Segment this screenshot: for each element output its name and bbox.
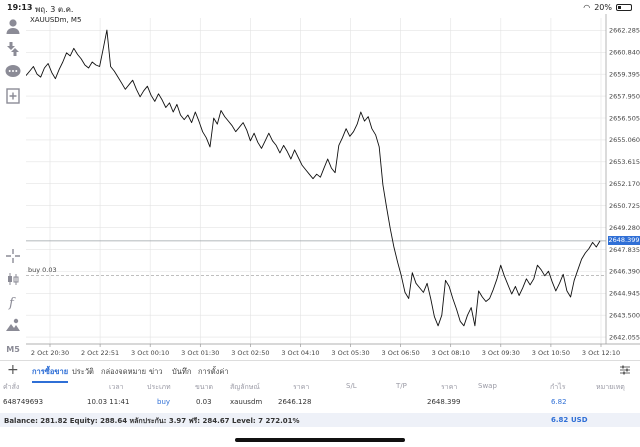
status-date: พฤ. 3 ต.ค. bbox=[35, 5, 74, 14]
position-ticket: 648749693 bbox=[3, 398, 44, 406]
toolbox-panel: + การซื้อขาย ประวัติ กล่องจดหมาย ข่าว บั… bbox=[0, 360, 640, 447]
add-button[interactable]: + bbox=[7, 362, 19, 378]
positions-header: คำสั่ง เวลา ประเภท ขนาด สัญลักษณ์ ราคา S… bbox=[0, 380, 640, 394]
wifi-icon: ◠ bbox=[583, 3, 591, 12]
x-tick-label: 3 Oct 06:50 bbox=[382, 349, 420, 357]
position-profit: 6.82 bbox=[551, 398, 567, 406]
table-row[interactable]: 648749693 10.03 11:41 buy 0.03 xauusdm 2… bbox=[0, 396, 640, 410]
home-indicator bbox=[235, 438, 405, 442]
y-tick-label: 2646.390 bbox=[609, 268, 640, 276]
position-symbol: xauusdm bbox=[230, 398, 263, 406]
position-type: buy bbox=[157, 398, 171, 406]
objects-icon[interactable] bbox=[5, 317, 21, 333]
buy-line-label: buy 0.03 bbox=[28, 266, 57, 275]
col-ticket[interactable]: คำสั่ง bbox=[3, 383, 20, 391]
y-tick-label: 2642.055 bbox=[609, 333, 640, 341]
y-tick-label: 2655.060 bbox=[609, 136, 640, 144]
status-right: ◠ 20% bbox=[583, 3, 632, 12]
user-icon[interactable] bbox=[5, 18, 21, 34]
x-tick-label: 3 Oct 04:10 bbox=[281, 349, 319, 357]
col-sl[interactable]: S/L bbox=[346, 382, 357, 390]
col-volume[interactable]: ขนาด bbox=[195, 383, 214, 391]
y-tick-label: 2647.835 bbox=[609, 246, 640, 254]
y-tick-label: 2657.950 bbox=[609, 92, 640, 100]
tab-settings[interactable]: การตั้งค่า bbox=[198, 367, 229, 376]
x-tick-label: 2 Oct 22:51 bbox=[81, 349, 119, 357]
y-tick-label: 2652.170 bbox=[609, 180, 640, 188]
tab-trade[interactable]: การซื้อขาย bbox=[32, 367, 69, 383]
col-price[interactable]: ราคา bbox=[441, 383, 458, 391]
candles-icon[interactable] bbox=[5, 271, 21, 287]
chart-canvas[interactable]: 2662.285 2660.840 2659.395 2657.950 2656.505… bbox=[26, 14, 640, 360]
x-tick-label: 3 Oct 01:30 bbox=[181, 349, 219, 357]
col-comment[interactable]: หมายเหตุ bbox=[596, 383, 625, 391]
chat-icon[interactable] bbox=[5, 64, 21, 80]
current-price-badge: 2648.399 bbox=[608, 236, 640, 246]
x-tick-label: 3 Oct 12:10 bbox=[582, 349, 620, 357]
toolbox-tabs: + การซื้อขาย ประวัติ กล่องจดหมาย ข่าว บั… bbox=[0, 360, 640, 383]
col-profit[interactable]: กำไร bbox=[550, 383, 566, 391]
battery-percent: 20% bbox=[594, 3, 612, 12]
x-tick-label: 3 Oct 10:50 bbox=[532, 349, 570, 357]
battery-icon bbox=[616, 4, 632, 11]
y-tick-label: 2660.840 bbox=[609, 49, 640, 57]
status-time: 19:13 bbox=[7, 3, 33, 12]
account-summary: Balance: 281.82 Equity: 288.64 หลักประกั… bbox=[0, 413, 640, 427]
y-tick-label: 2659.395 bbox=[609, 70, 640, 78]
y-tick-label: 2653.615 bbox=[609, 158, 640, 166]
x-tick-label: 3 Oct 05:30 bbox=[331, 349, 369, 357]
col-time[interactable]: เวลา bbox=[109, 383, 124, 391]
col-swap[interactable]: Swap bbox=[478, 382, 497, 390]
tab-journal[interactable]: บันทึก bbox=[172, 367, 192, 376]
timeframe-button[interactable]: M5 bbox=[6, 344, 20, 354]
y-tick-label: 2644.945 bbox=[609, 290, 640, 298]
col-open-price[interactable]: ราคา bbox=[293, 383, 310, 391]
trade-icon[interactable] bbox=[5, 41, 21, 57]
price-chart[interactable]: 2662.285 2660.840 2659.395 2657.950 2656.505… bbox=[26, 14, 640, 360]
tab-mailbox[interactable]: กล่องจดหมาย bbox=[101, 367, 147, 376]
price-series-line bbox=[26, 29, 601, 327]
tab-news[interactable]: ข่าว bbox=[149, 367, 163, 376]
y-tick-label: 2650.725 bbox=[609, 202, 640, 210]
y-tick-label: 2656.505 bbox=[609, 114, 640, 122]
position-price: 2648.399 bbox=[427, 398, 461, 406]
tab-history[interactable]: ประวัติ bbox=[72, 367, 94, 376]
account-summary-text: Balance: 281.82 Equity: 288.64 หลักประกั… bbox=[4, 417, 300, 425]
y-tick-label: 2662.285 bbox=[609, 27, 640, 35]
status-bar: 19:13 พฤ. 3 ต.ค. ◠ 20% bbox=[0, 0, 640, 14]
crosshair-icon[interactable] bbox=[5, 248, 21, 264]
x-tick-label: 3 Oct 00:10 bbox=[131, 349, 169, 357]
col-symbol[interactable]: สัญลักษณ์ bbox=[230, 383, 260, 391]
chart-symbol-label: XAUUSDm, M5 bbox=[30, 16, 82, 24]
new-order-icon[interactable] bbox=[5, 88, 21, 104]
col-tp[interactable]: T/P bbox=[396, 382, 407, 390]
svg-text:f: f bbox=[8, 296, 16, 310]
position-open-price: 2646.128 bbox=[278, 398, 312, 406]
x-tick-label: 2 Oct 20:30 bbox=[31, 349, 69, 357]
left-toolbar: f M5 bbox=[0, 14, 26, 360]
y-tick-label: 2643.500 bbox=[609, 311, 640, 319]
account-currency: USD bbox=[571, 416, 588, 424]
x-tick-label: 3 Oct 09:30 bbox=[482, 349, 520, 357]
position-time: 10.03 11:41 bbox=[87, 398, 130, 406]
col-type[interactable]: ประเภท bbox=[147, 383, 171, 391]
x-tick-label: 3 Oct 08:10 bbox=[432, 349, 470, 357]
total-profit: 6.82 bbox=[551, 416, 569, 424]
y-tick-label: 2649.280 bbox=[609, 224, 640, 232]
toolbox-settings-icon[interactable] bbox=[619, 364, 631, 376]
function-icon[interactable]: f bbox=[5, 294, 21, 310]
position-volume: 0.03 bbox=[196, 398, 212, 406]
x-tick-label: 3 Oct 02:50 bbox=[231, 349, 269, 357]
